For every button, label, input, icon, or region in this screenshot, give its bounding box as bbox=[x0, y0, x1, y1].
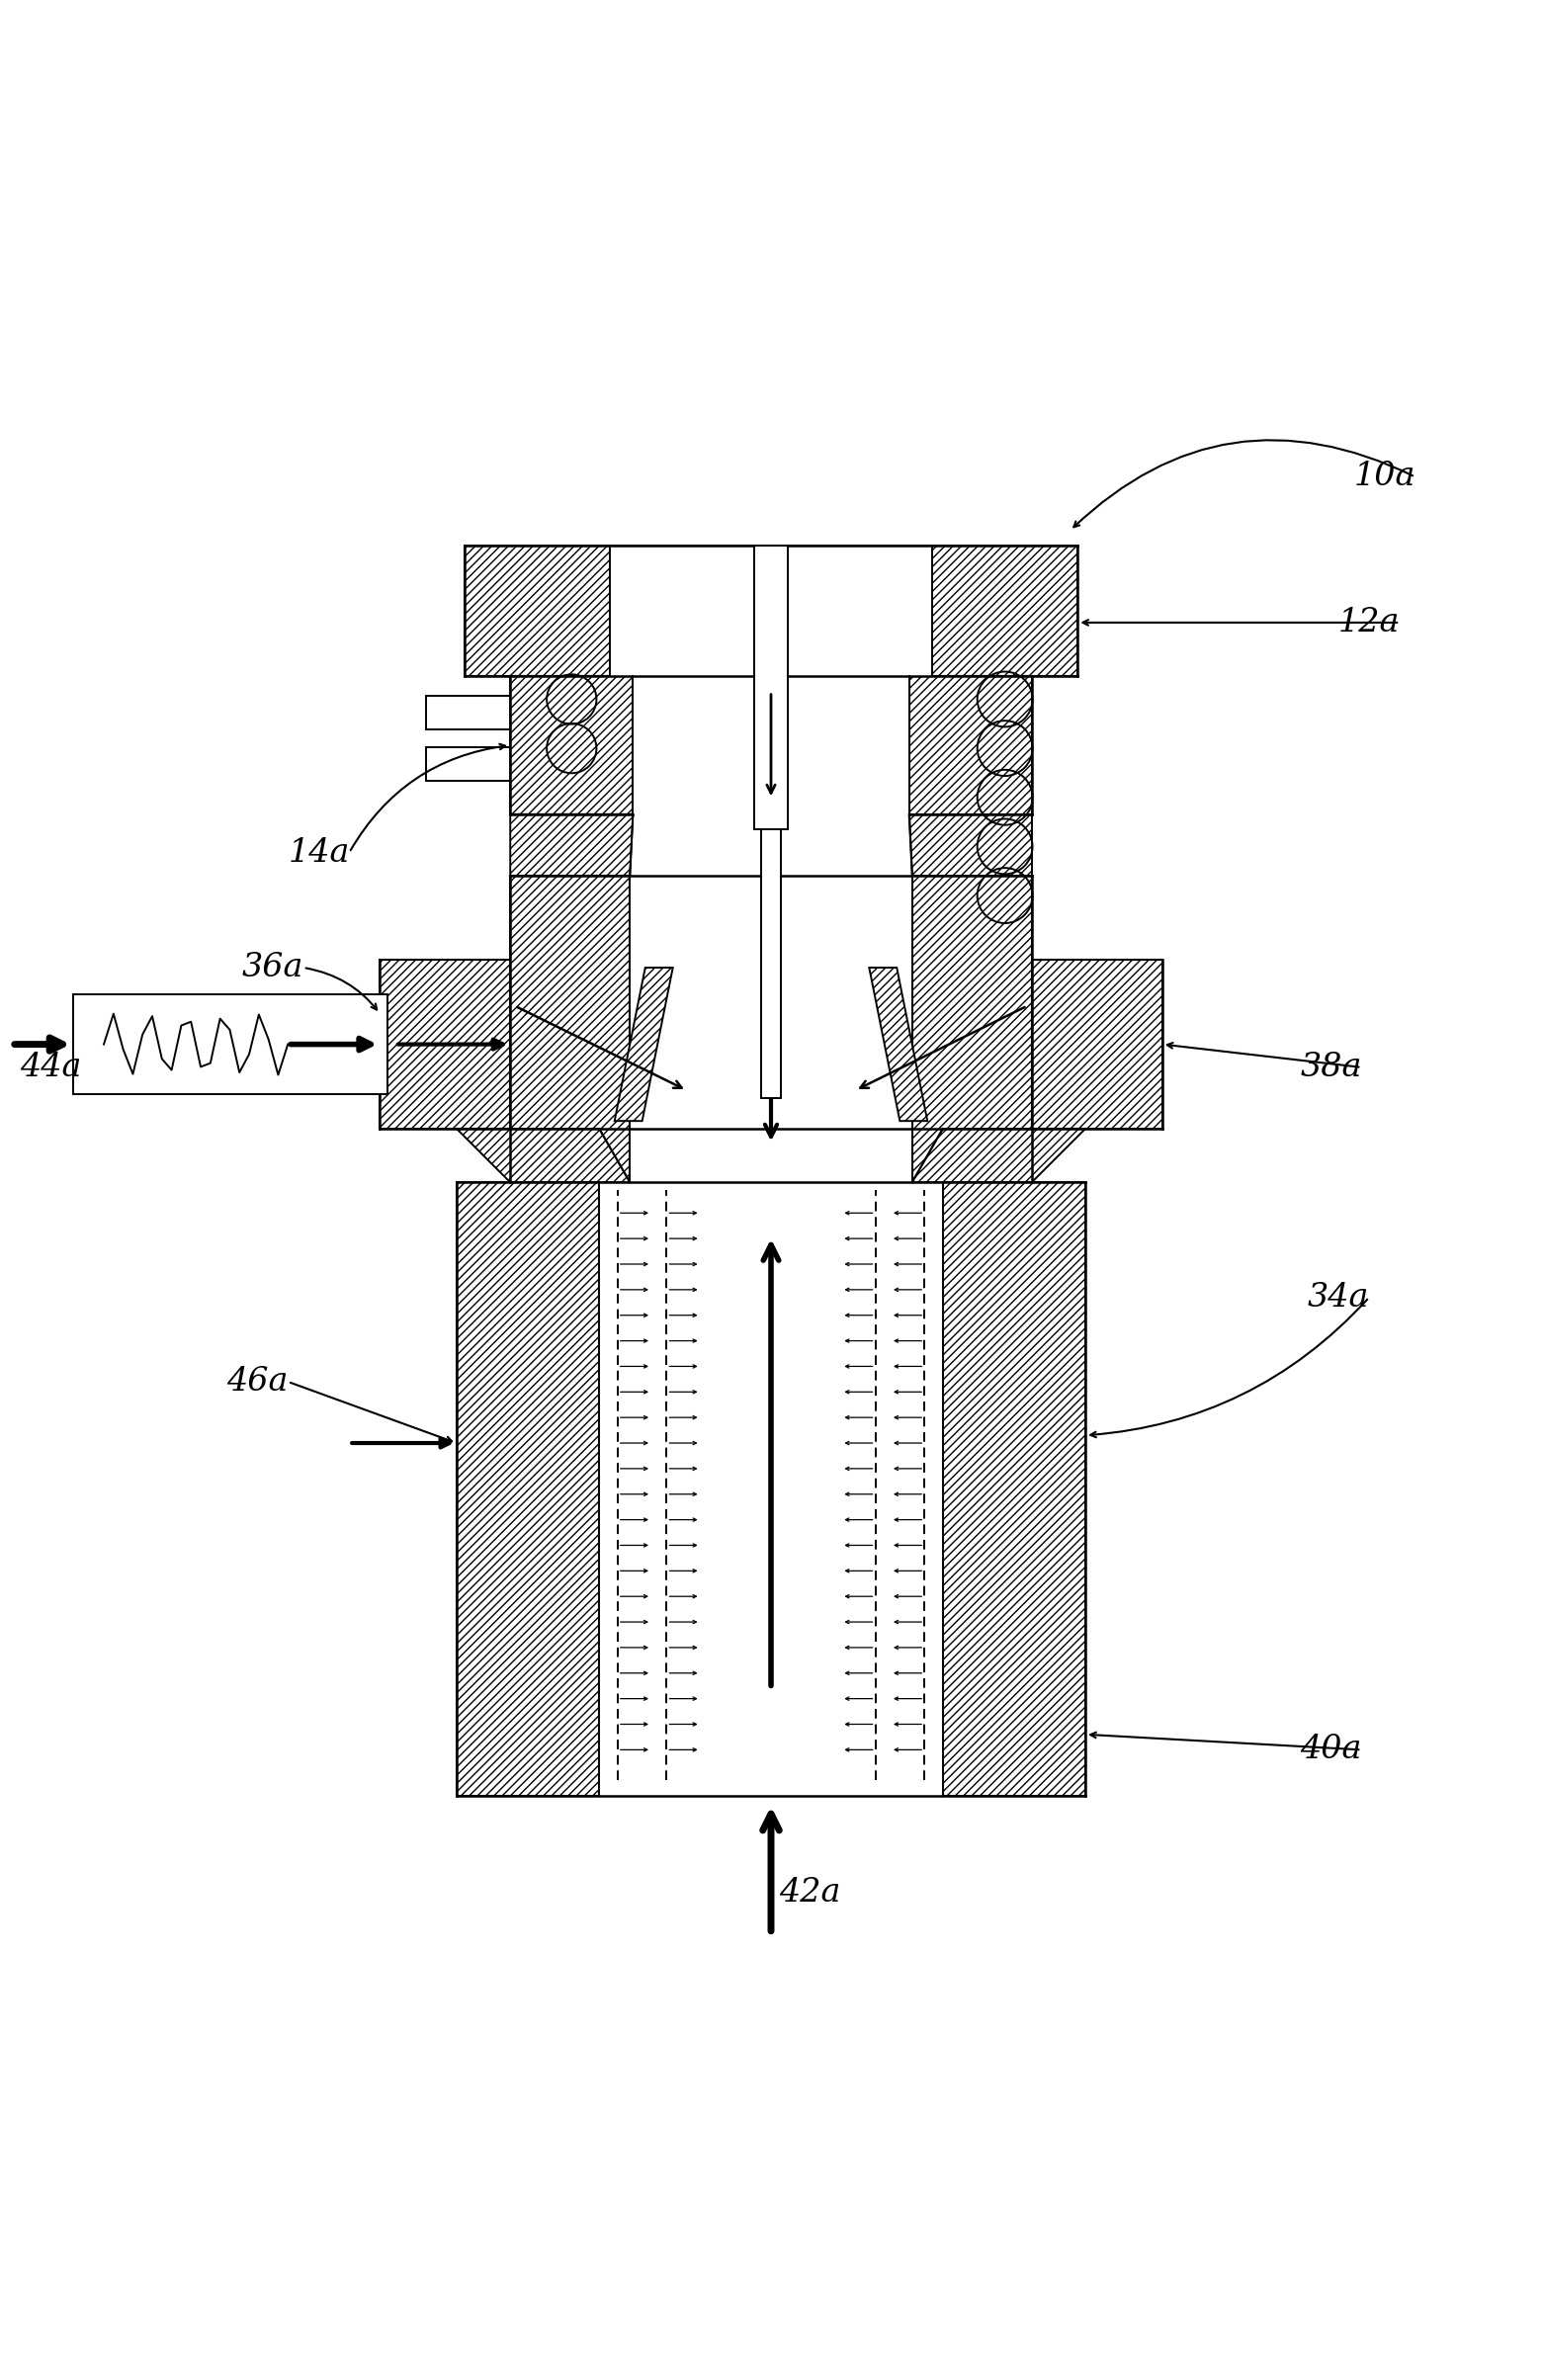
Bar bbox=[426, 747, 510, 781]
Text: 44a: 44a bbox=[20, 1052, 82, 1083]
Text: 36a: 36a bbox=[242, 952, 304, 983]
Bar bbox=[464, 545, 1078, 676]
Bar bbox=[456, 1183, 600, 1797]
Bar bbox=[942, 1183, 1086, 1797]
Bar bbox=[379, 959, 510, 1128]
Text: 34a: 34a bbox=[1308, 1280, 1369, 1314]
Bar bbox=[754, 545, 788, 831]
Bar bbox=[762, 545, 780, 1097]
Bar bbox=[913, 876, 1032, 1183]
Polygon shape bbox=[870, 969, 927, 1121]
Bar bbox=[910, 676, 1032, 814]
Text: 40a: 40a bbox=[1300, 1735, 1362, 1766]
Bar bbox=[629, 876, 913, 1183]
Text: 10a: 10a bbox=[1354, 462, 1416, 493]
Bar bbox=[72, 995, 387, 1095]
Bar bbox=[510, 876, 629, 1183]
Polygon shape bbox=[456, 1128, 629, 1183]
Bar bbox=[426, 697, 510, 731]
Bar bbox=[600, 1183, 942, 1797]
Polygon shape bbox=[913, 1128, 1086, 1183]
Bar bbox=[611, 545, 931, 676]
Bar bbox=[510, 676, 632, 814]
Text: 14a: 14a bbox=[288, 838, 350, 869]
Polygon shape bbox=[510, 814, 632, 876]
Text: 12a: 12a bbox=[1338, 607, 1400, 638]
Polygon shape bbox=[910, 814, 1032, 876]
Polygon shape bbox=[615, 969, 672, 1121]
Text: 38a: 38a bbox=[1300, 1052, 1362, 1083]
Bar bbox=[1032, 959, 1163, 1128]
Text: 42a: 42a bbox=[779, 1875, 840, 1909]
Bar bbox=[632, 676, 910, 814]
Text: 46a: 46a bbox=[227, 1366, 288, 1397]
